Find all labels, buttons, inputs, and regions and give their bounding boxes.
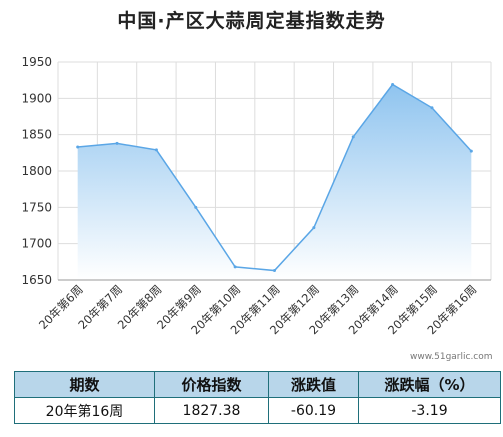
chart-title: 中国·产区大蒜周定基指数走势 bbox=[117, 10, 386, 32]
y-tick-label: 1850 bbox=[21, 128, 52, 142]
y-tick-label: 1900 bbox=[21, 91, 52, 105]
index-area-chart: 165017001750180018501900195020年第6周20年第7周… bbox=[21, 55, 492, 337]
data-point bbox=[430, 106, 434, 110]
y-tick-label: 1950 bbox=[21, 55, 52, 69]
data-point bbox=[351, 135, 355, 139]
header-period: 期数 bbox=[14, 371, 155, 398]
data-point bbox=[233, 265, 237, 269]
y-tick-label: 1700 bbox=[21, 237, 52, 251]
table-header-row: 期数 价格指数 涨跌值 涨跌幅（%） bbox=[14, 371, 501, 398]
y-tick-label: 1650 bbox=[21, 273, 52, 287]
data-point bbox=[76, 145, 80, 149]
header-change-value: 涨跌值 bbox=[268, 371, 359, 398]
cell-change-value: -60.19 bbox=[268, 397, 359, 424]
cell-price-index: 1827.38 bbox=[154, 397, 269, 424]
data-point bbox=[469, 149, 473, 153]
header-price-index: 价格指数 bbox=[154, 371, 269, 398]
y-tick-label: 1750 bbox=[21, 200, 52, 214]
table-row: 20年第16周 1827.38 -60.19 -3.19 bbox=[14, 397, 501, 424]
cell-change-percent: -3.19 bbox=[358, 397, 501, 424]
cell-period: 20年第16周 bbox=[14, 397, 155, 424]
series-area bbox=[77, 84, 472, 280]
data-point bbox=[154, 148, 158, 152]
data-point bbox=[391, 83, 395, 87]
summary-table: 期数 价格指数 涨跌值 涨跌幅（%） 20年第16周 1827.38 -60.1… bbox=[14, 371, 501, 424]
data-point bbox=[273, 269, 276, 273]
watermark: www.51garlic.com bbox=[410, 352, 493, 362]
data-point bbox=[312, 226, 316, 230]
y-tick-label: 1800 bbox=[21, 164, 52, 178]
header-change-percent: 涨跌幅（%） bbox=[358, 371, 501, 398]
data-point bbox=[194, 205, 198, 209]
data-point bbox=[115, 141, 119, 145]
